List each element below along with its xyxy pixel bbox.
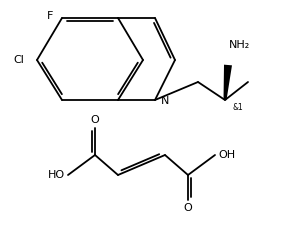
Text: Cl: Cl xyxy=(14,55,24,65)
Text: NH₂: NH₂ xyxy=(230,40,251,50)
Polygon shape xyxy=(224,65,232,100)
Text: &1: &1 xyxy=(233,103,243,113)
Text: O: O xyxy=(91,115,99,125)
Text: OH: OH xyxy=(218,150,236,160)
Text: HO: HO xyxy=(47,170,65,180)
Text: F: F xyxy=(47,11,53,21)
Text: N: N xyxy=(161,96,169,106)
Text: O: O xyxy=(183,203,192,213)
